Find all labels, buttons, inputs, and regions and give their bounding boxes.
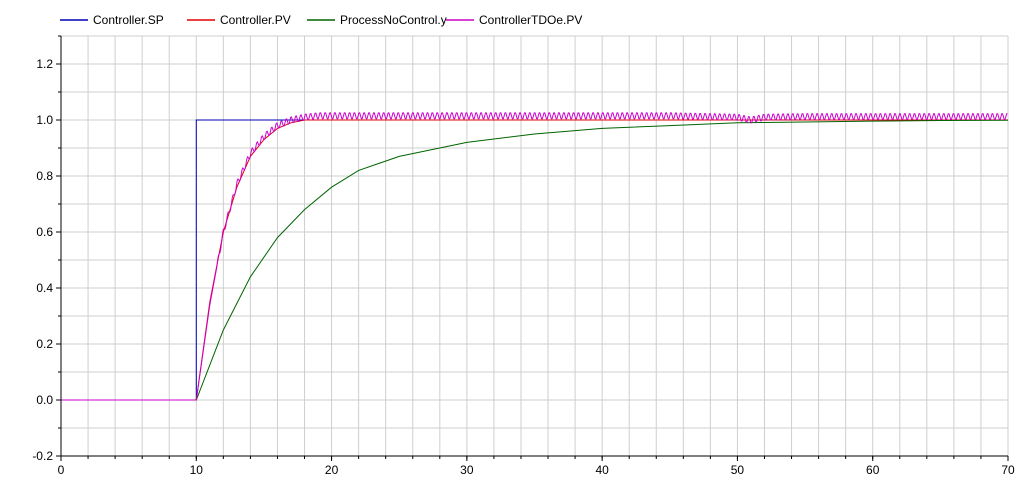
legend-label: ControllerTDOe.PV bbox=[479, 13, 582, 27]
legend-item: Controller.SP bbox=[60, 13, 164, 27]
y-tick-label: 0.0 bbox=[36, 393, 53, 407]
legend-item: ProcessNoControl.y bbox=[307, 13, 447, 27]
series-lines bbox=[61, 112, 1009, 401]
x-tick-label: 0 bbox=[58, 463, 65, 477]
legend-label: Controller.SP bbox=[93, 13, 164, 27]
plot-area bbox=[61, 36, 1008, 456]
y-tick-label: 1.0 bbox=[36, 113, 53, 127]
y-tick-label: 0.4 bbox=[36, 281, 53, 295]
x-tick-label: 20 bbox=[325, 463, 339, 477]
x-tick-label: 70 bbox=[1001, 463, 1015, 477]
y-tick-label: -0.2 bbox=[32, 449, 53, 463]
legend-item: ControllerTDOe.PV bbox=[446, 13, 582, 27]
y-tick-label: 0.8 bbox=[36, 169, 53, 183]
y-tick-label: 1.2 bbox=[36, 57, 53, 71]
x-tick-label: 30 bbox=[460, 463, 474, 477]
legend-label: Controller.PV bbox=[220, 13, 291, 27]
series-line-3 bbox=[61, 112, 1008, 401]
axes: 0 10 20 30 40 50 60 70 -0.2 0.0 0.2 0.4 0.6 0.8 1.0 1.2 bbox=[32, 35, 1015, 477]
grid bbox=[60, 35, 1009, 457]
legend: Controller.SP Controller.PV ProcessNoContr… bbox=[60, 13, 582, 27]
legend-label: ProcessNoControl.y bbox=[340, 13, 447, 27]
y-tick-label: 0.2 bbox=[36, 337, 53, 351]
series-line-2 bbox=[61, 119, 1009, 401]
legend-item: Controller.PV bbox=[187, 13, 291, 27]
x-tick-label: 10 bbox=[190, 463, 204, 477]
x-tick-label: 60 bbox=[866, 463, 880, 477]
x-tick-label: 40 bbox=[595, 463, 609, 477]
x-tick-label: 50 bbox=[731, 463, 745, 477]
y-tick-label: 0.6 bbox=[36, 225, 53, 239]
